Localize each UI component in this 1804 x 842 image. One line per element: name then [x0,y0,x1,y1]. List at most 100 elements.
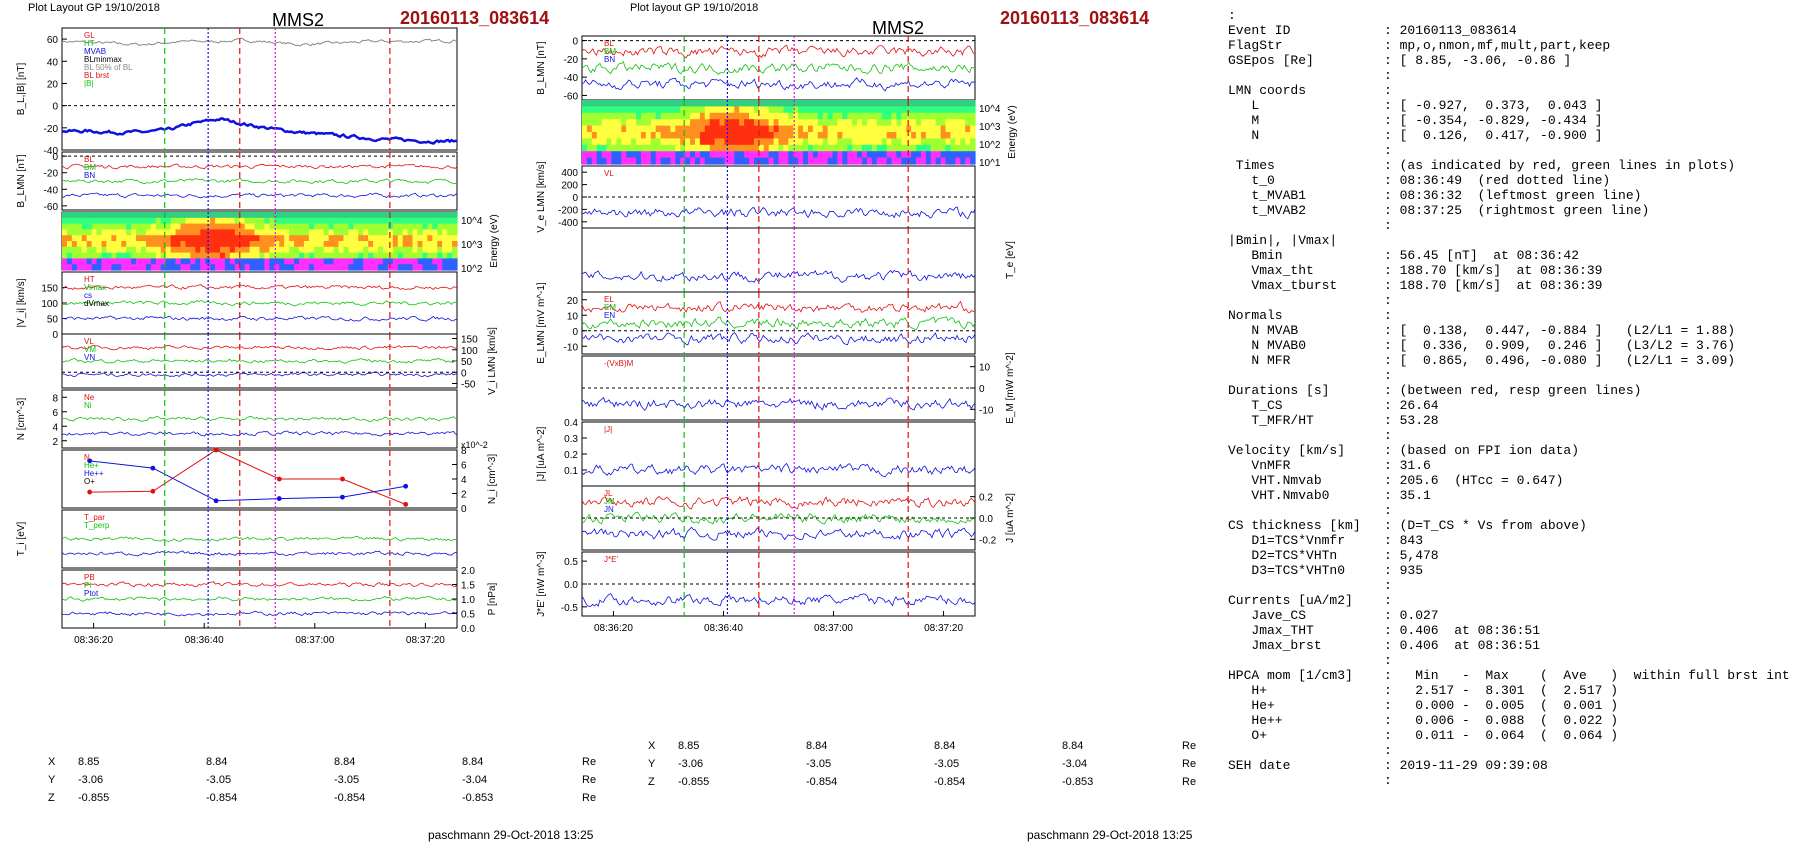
spectrogram-cell [382,235,389,242]
spectrogram-cell [803,138,809,146]
spectrogram-cell [279,241,285,248]
spectrogram-cell [734,138,740,146]
spectrogram-cell [768,106,775,114]
spectrogram-cell [778,138,785,146]
spectrogram-cell [249,241,256,248]
spectrogram-cell [126,217,132,225]
summary-row: HPCA mom [1/cm3]: Min - Max ( Ave ) with… [1228,668,1790,683]
spectrogram-cell [940,112,947,120]
spectrogram-cell [175,241,182,248]
spectrogram-cell [284,241,290,248]
legend-entry: J*E' [604,555,618,564]
spectrogram-cell [141,235,147,242]
spectrogram-cell [239,229,246,236]
y-tick-label: 8 [461,446,467,457]
spectrogram-cell [279,246,285,254]
spectrogram-cell [323,246,330,254]
spectrogram-cell [170,241,177,248]
spectrogram-cell [837,106,843,114]
data-point [150,488,156,494]
spectrogram-cell [960,125,966,133]
spectrogram-cell [141,252,147,259]
spectrogram-cell [427,246,433,254]
spectrogram-cell [719,151,726,159]
y-tick-label: -60 [44,202,59,213]
spectrogram-cell [254,235,261,242]
spectrogram-cell [582,132,588,139]
summary-row: FlagStr: mp,o,nmon,mf,mult,part,keep [1228,38,1610,53]
spectrogram-cell [665,138,672,146]
summary-value: : 5,478 [1384,548,1439,563]
spectrogram-cell [591,106,598,114]
spectrogram-cell [195,217,201,225]
panel-frame [61,27,458,151]
spectrogram-cell [378,217,384,225]
spectrogram-cell [111,246,117,254]
spectrogram-cell [378,229,384,236]
y-tick-label: -10 [979,405,994,416]
spectrogram-cell [783,119,789,127]
spectrogram-cell [432,252,438,259]
spectrogram-cell [822,100,829,107]
spectrogram-cell [699,132,706,139]
spectrogram-cell [210,212,216,219]
spectrogram-cell [758,151,765,159]
spectrogram-cell [876,132,883,139]
spectrogram-cell [160,229,167,236]
summary-row: Durations [s]: (between red, resp green … [1228,383,1641,398]
spectrogram-cell [749,132,755,139]
spectrogram-cell [66,246,73,254]
spectrogram-cell [906,157,912,165]
time-tick-label: 08:37:20 [924,623,963,634]
spectrogram-cell [670,157,676,165]
spectrogram-cell [363,229,369,236]
spectrogram-cell [650,157,657,165]
y-tick-label: -40 [44,185,59,196]
panel-frame [581,551,976,617]
y-tick-label: 200 [561,181,578,192]
spectrogram-cell [318,264,325,271]
spectrogram-cell [749,112,755,120]
spectrogram-cell [680,106,686,114]
spectrogram-cell [387,223,394,230]
spectrogram-cell [788,112,794,120]
summary-value: : [1384,368,1392,383]
summary-row: : [1228,68,1392,83]
spectrogram-cell [862,157,868,165]
spectrogram-cell [847,106,853,114]
summary-value: : 26.64 [1384,398,1439,413]
spectrogram-cell [655,125,662,133]
summary-key: Jmax_THT [1228,623,1314,638]
spectrogram-cell [387,258,394,265]
y-axis-label: |J| [uA m^-2] [536,426,547,481]
spectrogram-cell [249,217,256,225]
spectrogram-cell [935,151,942,159]
series-line [61,415,458,422]
spectrogram-cell [763,112,770,120]
spectrogram-cell [323,241,330,248]
summary-key: Jmax_brst [1228,638,1322,653]
spectrogram-cell [76,264,83,271]
spectrogram-cell [131,258,137,265]
spectrogram-cell [126,229,132,236]
spectrogram-cell [373,246,379,254]
spectrogram-cell [758,138,765,146]
spectrogram-cell [955,125,961,133]
spectrogram-cell [901,138,907,146]
y-tick-label: 0.5 [564,557,578,568]
spectrogram-cell [106,217,112,225]
spectrogram-cell [749,125,755,133]
spectrogram-cell [611,157,617,165]
spectrogram-cell [611,119,617,127]
series-line [61,300,458,307]
spectrogram-cell [916,138,922,146]
spectrogram-cell [180,252,187,259]
summary-value: : 843 [1384,533,1424,548]
spectrogram-cell [788,119,794,127]
spectrogram-cell [358,252,364,259]
spectrogram-cell [96,235,103,242]
spectrogram-cell [911,151,917,159]
spectrogram-cell [758,119,765,127]
spectrogram-cell [190,241,196,248]
data-point [213,498,219,504]
